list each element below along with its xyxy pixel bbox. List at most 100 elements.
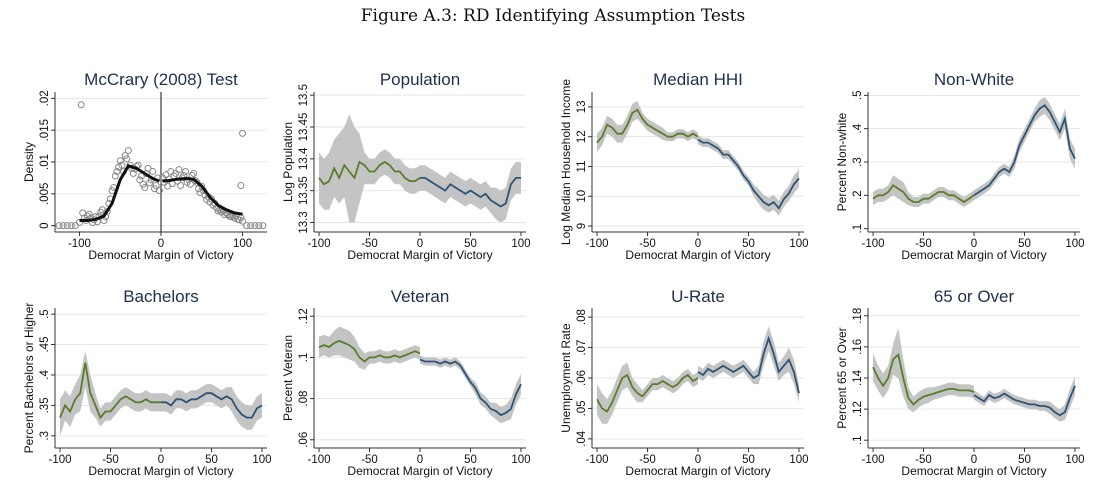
x-tick-label: 0: [695, 238, 701, 250]
x-axis-label: Democrat Margin of Victory: [625, 464, 770, 478]
density-point: [175, 166, 183, 174]
density-point: [149, 168, 157, 176]
y-tick-label: .5: [39, 309, 51, 319]
x-tick-label: -100: [68, 238, 91, 250]
fit-line-right: [973, 385, 1076, 417]
fit-line-right: [973, 104, 1076, 197]
ci-band-right: [161, 384, 262, 430]
y-tick-label: .1: [852, 224, 864, 234]
density-point: [113, 168, 121, 176]
y-tick-label: .3: [852, 157, 864, 167]
density-point: [59, 222, 67, 230]
fit-line-left: [596, 373, 699, 413]
density-point: [152, 182, 160, 190]
ci-band-left: [873, 175, 974, 207]
x-axis-label: Democrat Margin of Victory: [88, 248, 233, 262]
density-point: [259, 222, 267, 230]
x-tick-label: 50: [464, 238, 477, 250]
density-point: [136, 176, 144, 184]
x-tick-label: 50: [742, 238, 755, 250]
x-tick-label: 50: [1018, 238, 1031, 250]
y-axis-label: Percent 65 or Over: [835, 327, 849, 428]
density-point: [155, 187, 163, 195]
density-point: [190, 169, 198, 177]
y-tick-label: .35: [39, 397, 51, 413]
x-tick-label: 50: [464, 454, 477, 466]
x-tick-label: 100: [1065, 238, 1084, 250]
y-tick-label: .16: [852, 339, 864, 355]
ci-band-left: [597, 100, 698, 152]
fit-line-left: [59, 362, 161, 420]
chart-panel-4: Non-White .1 .2 .3 .4 .5 -100 -50 0 50 100 Democrat…: [835, 70, 1085, 262]
x-tick-label: 0: [417, 454, 423, 466]
y-tick-label: 12: [576, 130, 588, 143]
y-tick-label: .4: [852, 123, 864, 133]
panel-title: McCrary (2008) Test: [84, 70, 238, 89]
y-tick-label: .08: [576, 309, 588, 325]
x-tick-label: -100: [586, 454, 609, 466]
x-tick-label: -100: [49, 454, 72, 466]
panel-title: Non-White: [934, 70, 1014, 89]
y-axis-label: Log Population: [281, 122, 295, 202]
x-tick-label: 100: [511, 238, 530, 250]
ci-band-left: [597, 362, 698, 424]
y-tick-label: .18: [852, 308, 864, 324]
fit-line-right: [697, 335, 800, 394]
density-point: [124, 147, 132, 155]
y-tick-label: .02: [39, 90, 51, 106]
density-point: [193, 178, 201, 186]
density-point: [123, 155, 131, 163]
y-tick-label: .04: [576, 430, 588, 447]
density-point: [214, 207, 222, 215]
y-axis-label: Percent Veteran: [281, 335, 295, 421]
x-tick-label: 0: [158, 454, 164, 466]
x-tick-label: 50: [205, 454, 218, 466]
density-point: [111, 172, 119, 180]
ci-band-left: [319, 326, 420, 370]
x-tick-label: 100: [789, 238, 808, 250]
y-tick-label: .2: [852, 191, 864, 201]
x-tick-label: -50: [361, 454, 378, 466]
panel-title: 65 or Over: [934, 287, 1015, 306]
fit-line-right: [420, 177, 521, 208]
density-point: [239, 217, 247, 225]
x-tick-label: 100: [233, 238, 252, 250]
x-axis-label: Democrat Margin of Victory: [347, 248, 492, 262]
x-tick-label: -50: [639, 454, 656, 466]
panel-title: Veteran: [391, 287, 450, 306]
y-tick-label: .08: [298, 391, 310, 407]
y-tick-label: .1: [298, 353, 310, 363]
fit-line-left: [318, 339, 421, 363]
x-axis-label: Democrat Margin of Victory: [901, 248, 1046, 262]
x-tick-label: -100: [308, 238, 331, 250]
ci-band-right: [698, 135, 799, 216]
y-tick-label: .06: [298, 432, 310, 448]
x-tick-label: 100: [511, 454, 530, 466]
y-tick-label: .07: [576, 340, 588, 356]
fit-line-right: [419, 358, 522, 417]
x-tick-label: 50: [742, 454, 755, 466]
y-tick-label: .05: [576, 400, 588, 416]
fit-line-left: [872, 184, 975, 204]
y-axis-label: Log Median Household Income: [559, 79, 573, 245]
density-point: [221, 211, 229, 219]
density-fit-left: [79, 164, 160, 222]
x-tick-label: 100: [789, 454, 808, 466]
x-tick-label: -100: [862, 238, 885, 250]
y-tick-label: .14: [852, 369, 864, 386]
density-point: [237, 182, 245, 190]
chart-panel-3: Median HHI 9 10 11 12 13 -100 -50 0 50 100 Democrat…: [559, 70, 809, 262]
density-point: [129, 169, 137, 177]
y-tick-label: .015: [39, 119, 51, 141]
figure-title: Figure A.3: RD Identifying Assumption Te…: [360, 6, 746, 26]
density-point: [75, 218, 83, 226]
density-fit-right: [162, 176, 243, 216]
chart-panel-2: Population 13.3 13.35 13.4 13.45 13.5 -100 -50 0…: [281, 70, 531, 262]
fit-line-right: [697, 138, 800, 210]
density-point: [208, 195, 216, 203]
chart-panel-7: U-Rate .04 .05 .06 .07 .08 -100 -50 0 50 100 Democr…: [559, 287, 809, 478]
panel-title: Median HHI: [653, 70, 743, 89]
y-tick-label: .4: [39, 370, 51, 380]
x-axis-label: Democrat Margin of Victory: [901, 464, 1046, 478]
